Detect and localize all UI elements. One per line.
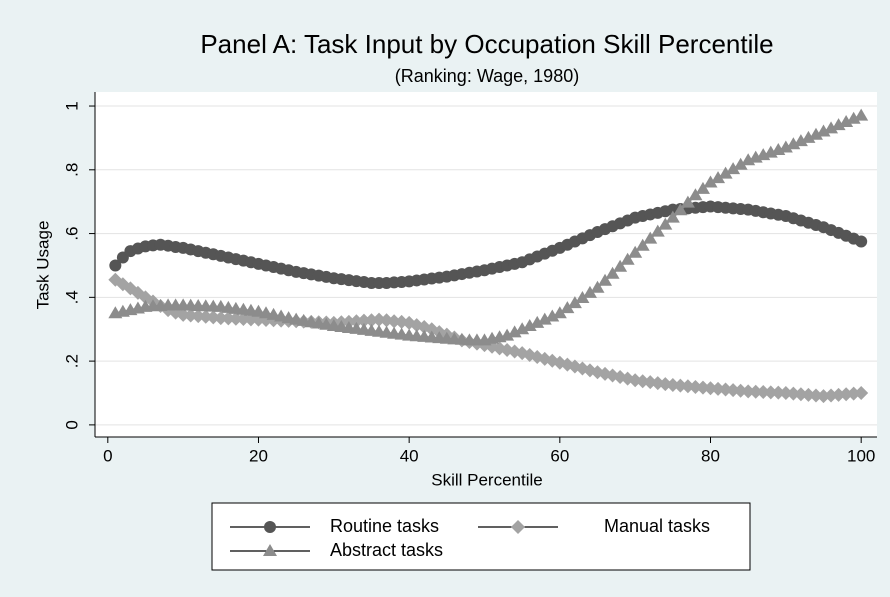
x-tick-label: 0 [103, 446, 112, 465]
marker-triangle [628, 245, 643, 258]
marker-diamond [854, 385, 869, 400]
marker-diamond [221, 311, 236, 326]
marker-triangle [695, 181, 710, 194]
marker-circle [264, 521, 276, 533]
x-axis-title: Skill Percentile [431, 470, 543, 489]
marker-diamond [771, 385, 786, 400]
chart-subtitle: (Ranking: Wage, 1980) [395, 66, 579, 86]
marker-triangle [665, 210, 680, 223]
marker-triangle [793, 134, 808, 147]
marker-triangle [263, 544, 277, 556]
y-tick-label: 1 [62, 101, 81, 110]
legend-box [211, 502, 751, 571]
marker-triangle [688, 188, 703, 201]
legend-label: Routine tasks [330, 516, 439, 536]
marker-circle [855, 235, 868, 248]
marker-triangle [643, 231, 658, 244]
marker-triangle [515, 322, 530, 335]
y-tick-label: .4 [62, 290, 81, 304]
y-tick-label: 0 [62, 420, 81, 429]
marker-circle [109, 259, 122, 272]
marker-triangle [846, 111, 861, 124]
legend-label: Manual tasks [604, 516, 710, 536]
marker-triangle [560, 301, 575, 314]
marker-triangle [839, 114, 854, 127]
x-tick-label: 80 [701, 446, 720, 465]
marker-triangle [733, 157, 748, 170]
marker-diamond [228, 311, 243, 326]
marker-triangle [613, 259, 628, 272]
marker-triangle [545, 309, 560, 322]
marker-diamond [741, 384, 756, 399]
marker-triangle [673, 203, 688, 216]
marker-diamond [356, 313, 371, 328]
marker-triangle [711, 171, 726, 184]
marker-triangle [598, 273, 613, 286]
x-tick-label: 100 [847, 446, 875, 465]
marker-triangle [507, 325, 522, 338]
marker-triangle [658, 217, 673, 230]
marker-triangle [650, 224, 665, 237]
marker-triangle [786, 137, 801, 150]
marker-triangle [816, 124, 831, 137]
y-axis-title: Task Usage [33, 221, 52, 310]
marker-triangle [824, 121, 839, 134]
marker-diamond [756, 385, 771, 400]
marker-triangle [552, 306, 567, 319]
y-tick-label: .6 [62, 226, 81, 240]
x-tick-label: 20 [249, 446, 268, 465]
legend-label: Abstract tasks [330, 540, 443, 560]
marker-triangle [582, 285, 597, 298]
marker-triangle [500, 328, 515, 341]
marker-diamond [213, 311, 228, 326]
marker-triangle [680, 195, 695, 208]
marker-triangle [726, 162, 741, 175]
x-tick-label: 60 [550, 446, 569, 465]
marker-diamond [763, 385, 778, 400]
marker-triangle [831, 118, 846, 131]
marker-diamond [748, 384, 763, 399]
marker-triangle [635, 238, 650, 251]
marker-triangle [567, 296, 582, 309]
marker-diamond [511, 520, 525, 534]
x-tick-label: 40 [400, 446, 419, 465]
marker-triangle [620, 252, 635, 265]
marker-triangle [778, 140, 793, 153]
marker-triangle [801, 130, 816, 143]
y-tick-label: .8 [62, 163, 81, 177]
marker-triangle [522, 319, 537, 332]
marker-triangle [718, 166, 733, 179]
marker-triangle [703, 175, 718, 188]
marker-triangle [590, 280, 605, 293]
y-tick-label: .2 [62, 354, 81, 368]
marker-triangle [537, 312, 552, 325]
marker-triangle [808, 127, 823, 140]
marker-triangle [530, 315, 545, 328]
marker-triangle [575, 290, 590, 303]
chart-title: Panel A: Task Input by Occupation Skill … [200, 29, 773, 59]
marker-triangle [854, 108, 869, 121]
marker-triangle [605, 266, 620, 279]
